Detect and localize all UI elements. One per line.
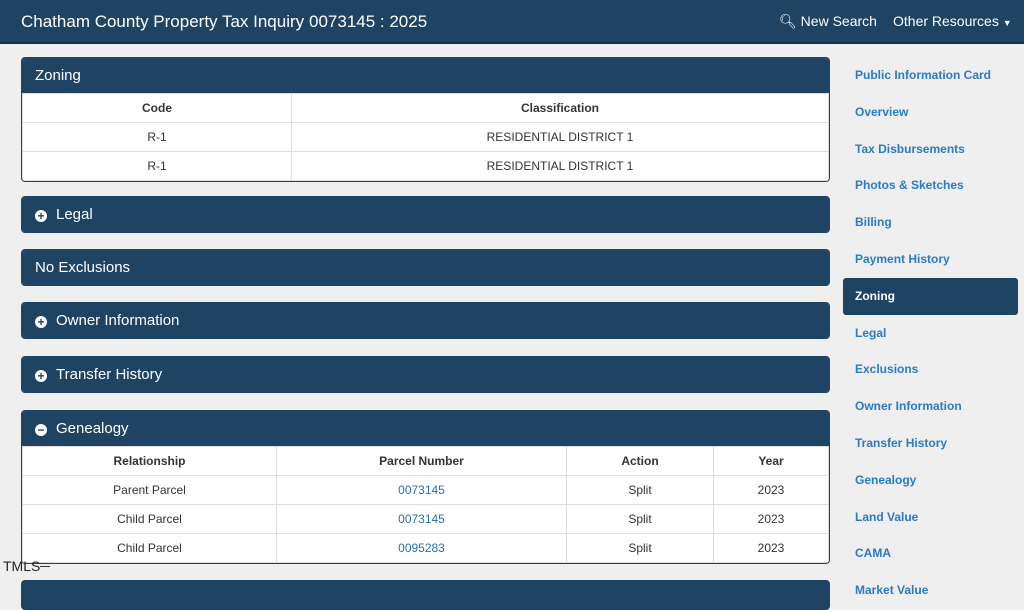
sidebar-nav: Public Information Card Overview Tax Disbu… — [843, 57, 1018, 609]
table-row: Parent Parcel 0073145 Split 2023 — [22, 475, 829, 505]
transfer-panel[interactable]: + Transfer History — [21, 356, 830, 393]
parcel-link[interactable]: 0073145 — [398, 483, 445, 497]
top-navbar: Chatham County Property Tax Inquiry 0073… — [0, 0, 1024, 44]
sidebar-item-zoning[interactable]: Zoning — [843, 277, 1018, 315]
search-icon: 🔍︎ — [779, 13, 797, 29]
zoning-panel: Zoning Code Classification R-1 RESIDENTIAL… — [21, 57, 830, 182]
genealogy-table: Relationship Parcel Number Action Year Pare… — [22, 446, 829, 563]
sidebar-item-owner-information[interactable]: Owner Information — [855, 399, 962, 414]
genealogy-header[interactable]: − Genealogy — [22, 411, 829, 446]
zoning-table: Code Classification R-1 RESIDENTIAL DISTRI… — [22, 93, 829, 181]
legal-panel[interactable]: + Legal — [21, 196, 830, 233]
parcel-year: 0073145 : 2025 — [309, 12, 428, 31]
genealogy-panel: − Genealogy Relationship Parcel Number Acti… — [21, 410, 830, 564]
app-title: Chatham County Property Tax Inquiry — [21, 12, 305, 31]
plus-circle-icon: + — [35, 316, 47, 328]
sidebar-item-legal[interactable]: Legal — [855, 325, 887, 340]
parcel-link[interactable]: 0073145 — [398, 512, 445, 526]
caret-down-icon: ▼ — [1002, 18, 1012, 28]
sidebar-item-billing[interactable]: Billing — [855, 215, 892, 230]
sidebar-item-exclusions[interactable]: Exclusions — [855, 362, 919, 377]
plus-circle-icon: + — [35, 210, 47, 222]
parcel-link[interactable]: 0095283 — [398, 541, 445, 555]
minus-circle-icon: − — [35, 424, 47, 436]
divider — [40, 566, 50, 567]
table-row: R-1 RESIDENTIAL DISTRICT 1 — [22, 122, 829, 152]
other-resources-dropdown[interactable]: Other Resources ▼ — [893, 13, 1012, 29]
sidebar-item-land-value[interactable]: Land Value — [855, 509, 919, 524]
table-row: R-1 RESIDENTIAL DISTRICT 1 — [22, 151, 829, 181]
sidebar-item-photos-sketches[interactable]: Photos & Sketches — [855, 178, 964, 193]
zoning-header: Zoning — [22, 58, 829, 93]
table-row: Child Parcel 0073145 Split 2023 — [22, 504, 829, 534]
sidebar-item-public-information-card[interactable]: Public Information Card — [855, 68, 992, 82]
owner-panel[interactable]: + Owner Information — [21, 302, 830, 339]
sidebar-item-market-value[interactable]: Market Value — [855, 583, 929, 598]
sidebar-item-cama[interactable]: CAMA — [855, 546, 891, 561]
table-row: Child Parcel 0095283 Split 2023 — [22, 533, 829, 563]
sidebar-item-transfer-history[interactable]: Transfer History — [855, 435, 948, 450]
sidebar-item-payment-history[interactable]: Payment History — [855, 251, 950, 266]
next-panel — [21, 580, 830, 610]
exclusions-panel: No Exclusions — [21, 249, 830, 286]
watermark: TMLS — [3, 558, 41, 574]
sidebar-item-overview[interactable]: Overview — [855, 104, 909, 119]
sidebar-item-tax-disbursements[interactable]: Tax Disbursements — [855, 141, 965, 156]
new-search-link[interactable]: 🔍︎ New Search — [779, 13, 877, 29]
plus-circle-icon: + — [35, 370, 47, 382]
sidebar-item-genealogy[interactable]: Genealogy — [855, 472, 917, 487]
